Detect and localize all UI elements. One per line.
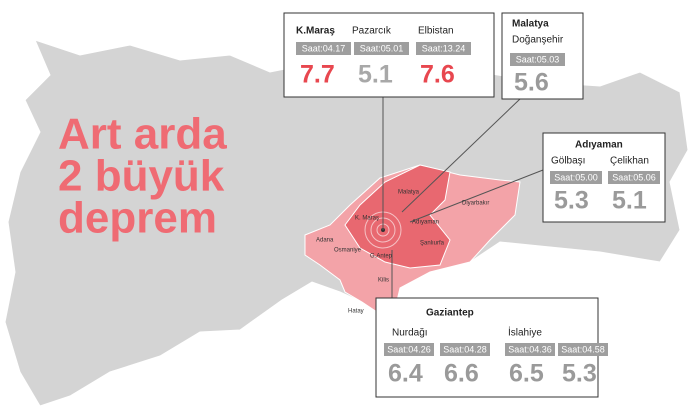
magnitude: 5.1 — [358, 61, 393, 89]
quake-time: Saat:04.36 — [508, 344, 552, 354]
map-labels: Malatya K. Maraş Adıyaman Diyarbakır AdanaOs… — [316, 190, 489, 315]
leader-line — [409, 169, 544, 223]
district-name: İslahiye — [508, 326, 542, 339]
district-name: Pazarcık — [352, 26, 392, 37]
quake-time: Saat:04.28 — [443, 344, 487, 354]
magnitude: 5.6 — [514, 69, 549, 97]
magnitude: 6.6 — [444, 360, 479, 388]
quake-time: Saat:04.26 — [387, 344, 431, 354]
district-name: Gölbaşı — [551, 156, 585, 167]
quake-time: Saat:05.06 — [612, 172, 656, 182]
quake-time: Saat:05.00 — [554, 172, 598, 182]
time-badge — [384, 343, 434, 356]
quake-time: Saat:13.24 — [422, 43, 466, 53]
map-label: G.Antep — [370, 254, 393, 260]
magnitude: 5.3 — [562, 360, 597, 388]
map-label: Adıyaman — [412, 220, 439, 226]
leader-line — [401, 98, 521, 213]
magnitude: 5.3 — [554, 187, 589, 215]
province-name: Gaziantep — [426, 308, 474, 319]
title-line: 2 büyük — [58, 152, 225, 201]
quake-time: Saat:05.03 — [516, 54, 560, 64]
time-badge — [558, 343, 608, 356]
callout: Adıyaman Gölbaşı Saat:05.00 5.3 Çelikhan Saat… — [542, 132, 666, 223]
time-badge — [510, 53, 565, 66]
district-name: Elbistan — [418, 26, 454, 37]
callout: K.Maraş Saat:04.17 7.7 Pazarcık Saat:05.01 5.… — [283, 12, 495, 98]
magnitude: 7.6 — [420, 61, 455, 89]
district-name: Doğanşehir — [512, 35, 564, 46]
time-badge — [416, 42, 471, 55]
time-badge — [550, 171, 602, 184]
map-label: Kilis — [378, 278, 389, 284]
leader-lines — [382, 97, 544, 298]
province-name: Malatya — [512, 19, 549, 30]
time-badge — [440, 343, 490, 356]
district-name: Çelikhan — [610, 156, 649, 167]
callout: Malatya Doğanşehir Saat:05.03 5.6 — [501, 12, 584, 100]
map-label: Hatay — [348, 309, 364, 315]
callouts: K.Maraş Saat:04.17 7.7 Pazarcık Saat:05.01 5.… — [283, 12, 666, 398]
province-name: Adıyaman — [575, 140, 623, 151]
time-badge — [505, 343, 555, 356]
map-label: Osmaniye — [334, 248, 362, 254]
map-label: Şanlıurfa — [420, 241, 445, 247]
magnitude: 7.7 — [300, 61, 335, 89]
magnitude: 5.1 — [612, 187, 647, 215]
map-label: K. Maraş — [355, 216, 379, 222]
magnitude: 6.4 — [388, 360, 423, 388]
time-badge — [296, 42, 351, 55]
title-line: deprem — [58, 194, 217, 243]
quake-time: Saat:04.17 — [302, 43, 346, 53]
district-name: K.Maraş — [296, 26, 335, 37]
map-label: Malatya — [398, 190, 420, 196]
quake-time: Saat:04.58 — [561, 344, 605, 354]
time-badge — [608, 171, 660, 184]
time-badge — [354, 42, 409, 55]
quake-time: Saat:05.01 — [360, 43, 404, 53]
district-name: Nurdağı — [392, 328, 428, 339]
map-label: Adana — [316, 238, 334, 244]
map-label: Diyarbakır — [462, 201, 489, 207]
magnitude: 6.5 — [509, 360, 544, 388]
title-line: Art arda — [58, 110, 227, 159]
callout: Gaziantep Nurdağı Saat:04.26 6.4 Saat:04.28 6… — [375, 297, 608, 398]
